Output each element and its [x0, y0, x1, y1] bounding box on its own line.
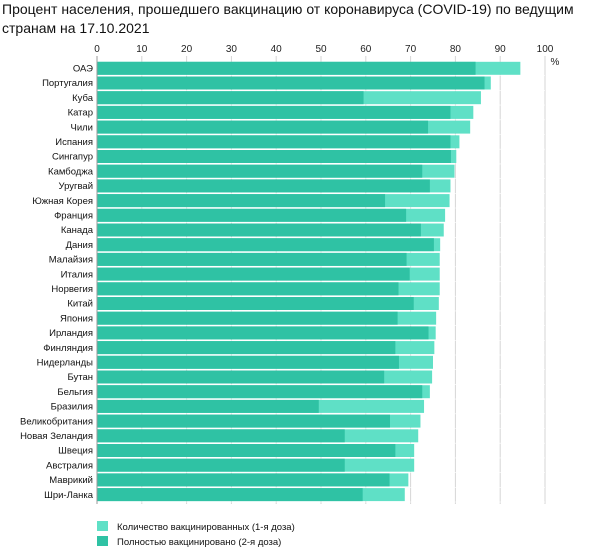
category-label: Бразилия	[51, 402, 93, 413]
category-label: Швеция	[58, 446, 93, 457]
category-label: Великобритания	[20, 416, 93, 427]
bar-fully-vaccinated	[97, 267, 410, 281]
bar-fully-vaccinated	[97, 135, 451, 149]
category-label: Шри-Ланка	[44, 490, 94, 501]
bar-fully-vaccinated	[97, 326, 429, 340]
x-tick-label: 70	[405, 44, 417, 55]
bar-fully-vaccinated	[97, 252, 407, 266]
category-label: ОАЭ	[73, 64, 93, 75]
category-label: Новая Зеландия	[20, 431, 93, 442]
category-label: Ирландия	[49, 328, 93, 339]
category-label: Испания	[55, 137, 93, 148]
category-label: Финляндия	[43, 343, 93, 354]
x-tick-label: 100	[537, 44, 554, 55]
bar-fully-vaccinated	[97, 150, 451, 163]
x-tick-label: 40	[271, 44, 283, 55]
bar-fully-vaccinated	[97, 444, 396, 457]
x-tick-label: 20	[181, 44, 193, 55]
category-label: Австралия	[46, 460, 93, 471]
category-label: Сингапур	[52, 152, 93, 163]
category-label: Уругвай	[58, 181, 93, 192]
bar-fully-vaccinated	[97, 399, 319, 413]
category-label: Нидерланды	[37, 358, 94, 369]
bar-fully-vaccinated	[97, 488, 363, 502]
bar-fully-vaccinated	[97, 282, 399, 296]
category-label: Франция	[54, 211, 93, 222]
category-label: Португалия	[42, 78, 93, 89]
category-label: Италия	[61, 269, 93, 280]
bar-fully-vaccinated	[97, 385, 423, 399]
bar-fully-vaccinated	[97, 414, 390, 428]
category-label: Япония	[60, 313, 93, 324]
legend-label: Количество вакцинированных (1-я доза)	[117, 522, 295, 533]
bar-fully-vaccinated	[97, 164, 423, 178]
bar-fully-vaccinated	[97, 429, 345, 443]
legend-swatch	[97, 521, 108, 531]
bar-fully-vaccinated	[97, 473, 390, 487]
category-label: Дания	[66, 240, 93, 251]
bar-fully-vaccinated	[97, 120, 429, 134]
category-label: Южная Корея	[32, 196, 93, 207]
x-tick-label: 0	[94, 44, 100, 55]
x-tick-label: 50	[315, 44, 327, 55]
bar-fully-vaccinated	[97, 91, 364, 105]
bar-fully-vaccinated	[97, 208, 407, 222]
category-label: Китай	[67, 299, 93, 310]
legend-swatch	[97, 536, 108, 546]
bar-fully-vaccinated	[97, 238, 434, 252]
bar-fully-vaccinated	[97, 61, 476, 75]
category-label: Канада	[61, 225, 94, 236]
bar-fully-vaccinated	[97, 355, 399, 369]
category-label: Катар	[68, 108, 93, 119]
legend: Количество вакцинированных (1-я доза) Пол…	[97, 521, 295, 548]
bar-fully-vaccinated	[97, 105, 451, 119]
bar-fully-vaccinated	[97, 458, 345, 472]
category-labels: ОАЭ Португалия Куба Катар Чили Испания Сингапу…	[20, 64, 94, 501]
category-label: Норвегия	[51, 284, 93, 295]
legend-label: Полностью вакцинировано (2-я доза)	[117, 537, 281, 548]
bar-fully-vaccinated	[97, 76, 485, 90]
bars	[96, 56, 545, 504]
bar-fully-vaccinated	[97, 311, 398, 325]
x-tick-label: 10	[136, 44, 148, 55]
bar-fully-vaccinated	[97, 223, 421, 237]
category-label: Куба	[72, 93, 94, 104]
category-label: Маврикий	[49, 475, 93, 486]
bar-fully-vaccinated	[97, 179, 430, 193]
category-label: Камбоджа	[48, 166, 94, 177]
x-tick-label: 80	[450, 44, 462, 55]
x-tick-label: 30	[226, 44, 238, 55]
x-axis-ticks: 0 10 20 30 40 50 60 70 80 90 100	[94, 44, 554, 55]
bar-fully-vaccinated	[97, 297, 414, 310]
chart-title: Процент населения, прошедшего вакцинацию…	[2, 1, 574, 36]
x-axis-unit: %	[551, 57, 560, 68]
bar-fully-vaccinated	[97, 370, 385, 384]
bar-fully-vaccinated	[97, 194, 386, 208]
bar-fully-vaccinated	[97, 341, 396, 355]
category-label: Малайзия	[49, 255, 93, 266]
x-tick-label: 90	[495, 44, 507, 55]
x-tick-label: 60	[360, 44, 372, 55]
category-label: Чили	[71, 122, 94, 133]
category-label: Бутан	[67, 372, 93, 383]
category-label: Бельгия	[57, 387, 93, 398]
